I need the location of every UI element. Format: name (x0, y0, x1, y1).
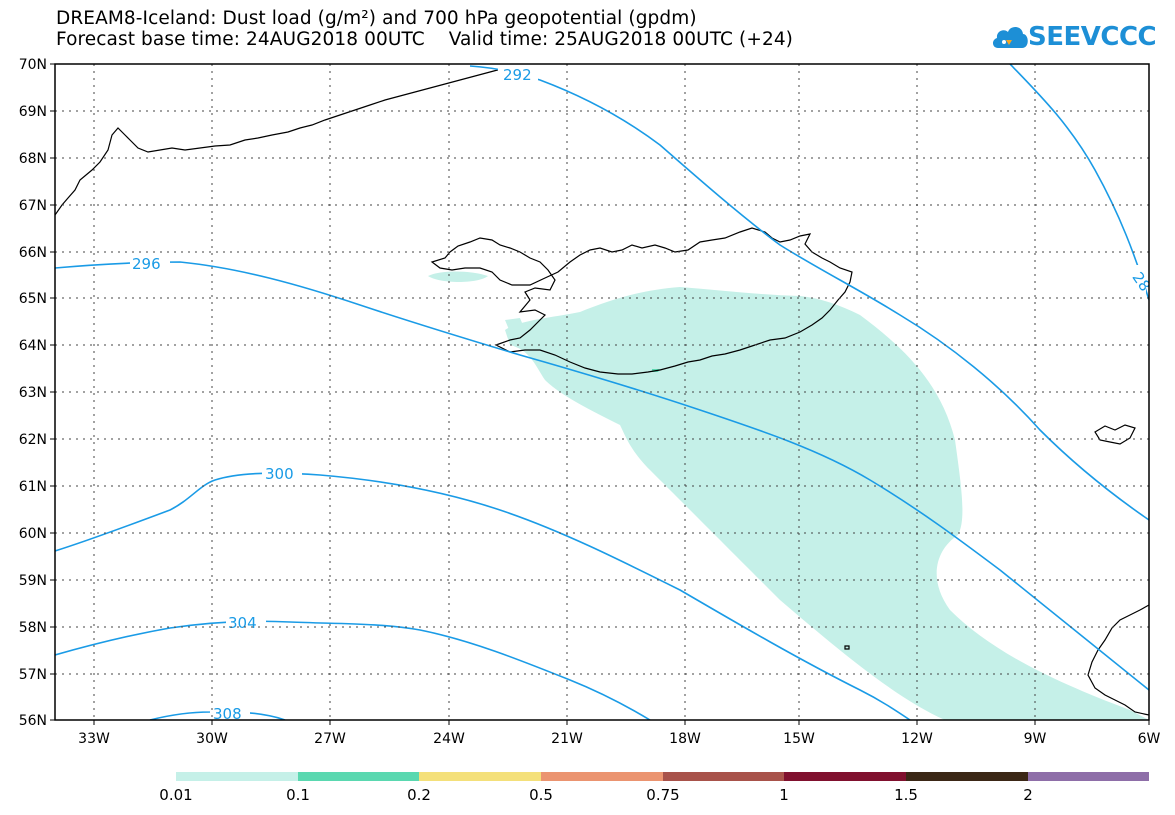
coast-faroe (1094, 424, 1136, 445)
dust-load-patch-westfjords (428, 271, 488, 282)
lon-label: 6W (1138, 731, 1161, 747)
lat-label: 63N (19, 385, 47, 401)
lat-label: 66N (19, 245, 47, 261)
contour-292-label: 292 (503, 66, 532, 84)
lat-label: 70N (19, 57, 47, 73)
colorbar-label: 0.75 (646, 786, 679, 804)
map-title: DREAM8-Iceland: Dust load (g/m²) and 700… (56, 8, 793, 50)
lon-label: 33W (78, 731, 110, 747)
contour-304-label: 304 (228, 614, 257, 632)
lat-label: 67N (19, 198, 47, 214)
lat-label: 64N (19, 338, 47, 354)
contour-308-label: 308 (213, 705, 242, 723)
lat-label: 58N (19, 620, 47, 636)
colorbar-label: 0.01 (159, 786, 192, 804)
colorbar-label: 1 (779, 786, 789, 804)
title-line-2: Forecast base time: 24AUG2018 00UTC Vali… (56, 29, 794, 50)
colorbar-label: 1.5 (894, 786, 918, 804)
lon-label: 24W (433, 731, 465, 747)
lat-label: 62N (19, 432, 47, 448)
lat-label: 68N (19, 151, 47, 167)
lat-label: 69N (19, 104, 47, 120)
lat-label: 57N (19, 667, 47, 683)
coast-iceland (430, 227, 853, 375)
lat-label: 59N (19, 573, 47, 589)
lat-label: 65N (19, 291, 47, 307)
colorbar-segment (176, 772, 298, 781)
lon-label: 9W (1024, 731, 1047, 747)
colorbar-label: 0.2 (407, 786, 431, 804)
cloud-icon (992, 26, 1028, 48)
lon-label: 27W (314, 731, 346, 747)
contour-300-label: 300 (265, 465, 294, 483)
lon-label: 18W (669, 731, 701, 747)
contour-292-line (469, 65, 1149, 521)
lat-label: 56N (19, 713, 47, 729)
lon-label: 12W (901, 731, 933, 747)
colorbar-label: 0.1 (286, 786, 310, 804)
geopotential-contours (55, 64, 1149, 720)
lat-label: 60N (19, 526, 47, 542)
contour-304-line (55, 620, 651, 720)
colorbar-label: 0.5 (529, 786, 553, 804)
coastlines (55, 64, 1149, 716)
seevccc-logo: SEEVCCC (990, 18, 1157, 58)
dust-load-patch-small (505, 318, 525, 332)
colorbar-segment (419, 772, 541, 781)
colorbar-segment (541, 772, 663, 781)
colorbar-segment (906, 772, 1028, 781)
latitude-labels: 70N 69N 68N 67N 66N 65N 64N 63N 62N 61N … (19, 57, 47, 729)
coast-greenland (55, 64, 521, 216)
contour-288-line (1009, 64, 1149, 301)
lat-label: 61N (19, 479, 47, 495)
colorbar-label: 2 (1023, 786, 1033, 804)
lon-label: 21W (551, 731, 583, 747)
grid-lines (55, 64, 1149, 720)
lon-label: 15W (783, 731, 815, 747)
colorbar-segment (1028, 772, 1149, 781)
title-line-1: DREAM8-Iceland: Dust load (g/m²) and 700… (56, 8, 697, 29)
contour-296-label: 296 (132, 255, 161, 273)
contour-300-line (55, 472, 911, 720)
contour-labels: 292 28 296 300 304 308 (130, 64, 1149, 723)
longitude-labels: 33W 30W 27W 24W 21W 18W 15W 12W 9W 6W (78, 731, 1160, 747)
colorbar: 0.01 0.1 0.2 0.5 0.75 1 1.5 2 (159, 772, 1149, 804)
colorbar-segment (663, 772, 784, 781)
plot-area: 292 28 296 300 304 308 (55, 64, 1149, 723)
dust-load-area (505, 287, 1149, 720)
axis-ticks (50, 63, 1150, 725)
coast-rockall (844, 645, 850, 650)
colorbar-segment (298, 772, 419, 781)
lon-label: 30W (196, 731, 228, 747)
colorbar-segment (784, 772, 906, 781)
logo-text: SEEVCCC (1028, 22, 1157, 52)
contour-296-line (55, 261, 1149, 691)
coast-scotland (1087, 604, 1149, 716)
